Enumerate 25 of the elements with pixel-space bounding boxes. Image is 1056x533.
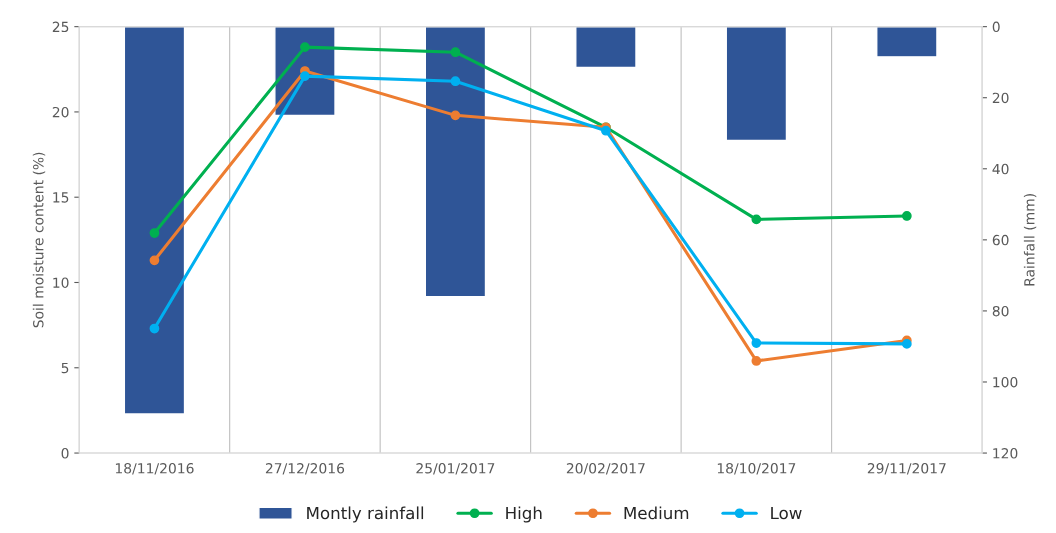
x-tick-label: 20/02/2017 (566, 463, 645, 475)
y-tick-label: 0 (61, 448, 69, 459)
y2-tick-label: 80 (992, 305, 1009, 317)
x-tick-label: 18/11/2016 (115, 463, 194, 475)
legend-label: Medium (624, 506, 689, 520)
y2-axis-title: Rainfall (mm) (1023, 194, 1037, 286)
y-tick-label: 20 (52, 106, 69, 118)
y-tick-label: 10 (53, 277, 69, 288)
y2-tick-label: 100 (993, 376, 1018, 388)
y2-tick-label: 120 (993, 448, 1018, 459)
y2-tick-label: 0 (992, 21, 1000, 33)
y-tick-label: 5 (61, 362, 69, 374)
x-tick-label: 25/01/2017 (416, 463, 495, 475)
y-tick-label: 15 (53, 192, 69, 203)
y2-tick-label: 20 (992, 92, 1009, 104)
x-tick-label: 27/12/2016 (265, 463, 345, 475)
y-axis-title: Soil moisture content (%) (32, 152, 46, 328)
legend-label: High (506, 506, 542, 523)
x-tick-label: 29/11/2017 (867, 463, 946, 475)
y2-tick-label: 40 (992, 163, 1009, 175)
legend-label: Montly rainfall (307, 506, 424, 523)
y2-tick-label: 60 (992, 234, 1009, 246)
y-tick-label: 25 (52, 21, 69, 33)
legend-label: Low (771, 506, 802, 520)
x-tick-label: 18/10/2017 (717, 463, 796, 475)
